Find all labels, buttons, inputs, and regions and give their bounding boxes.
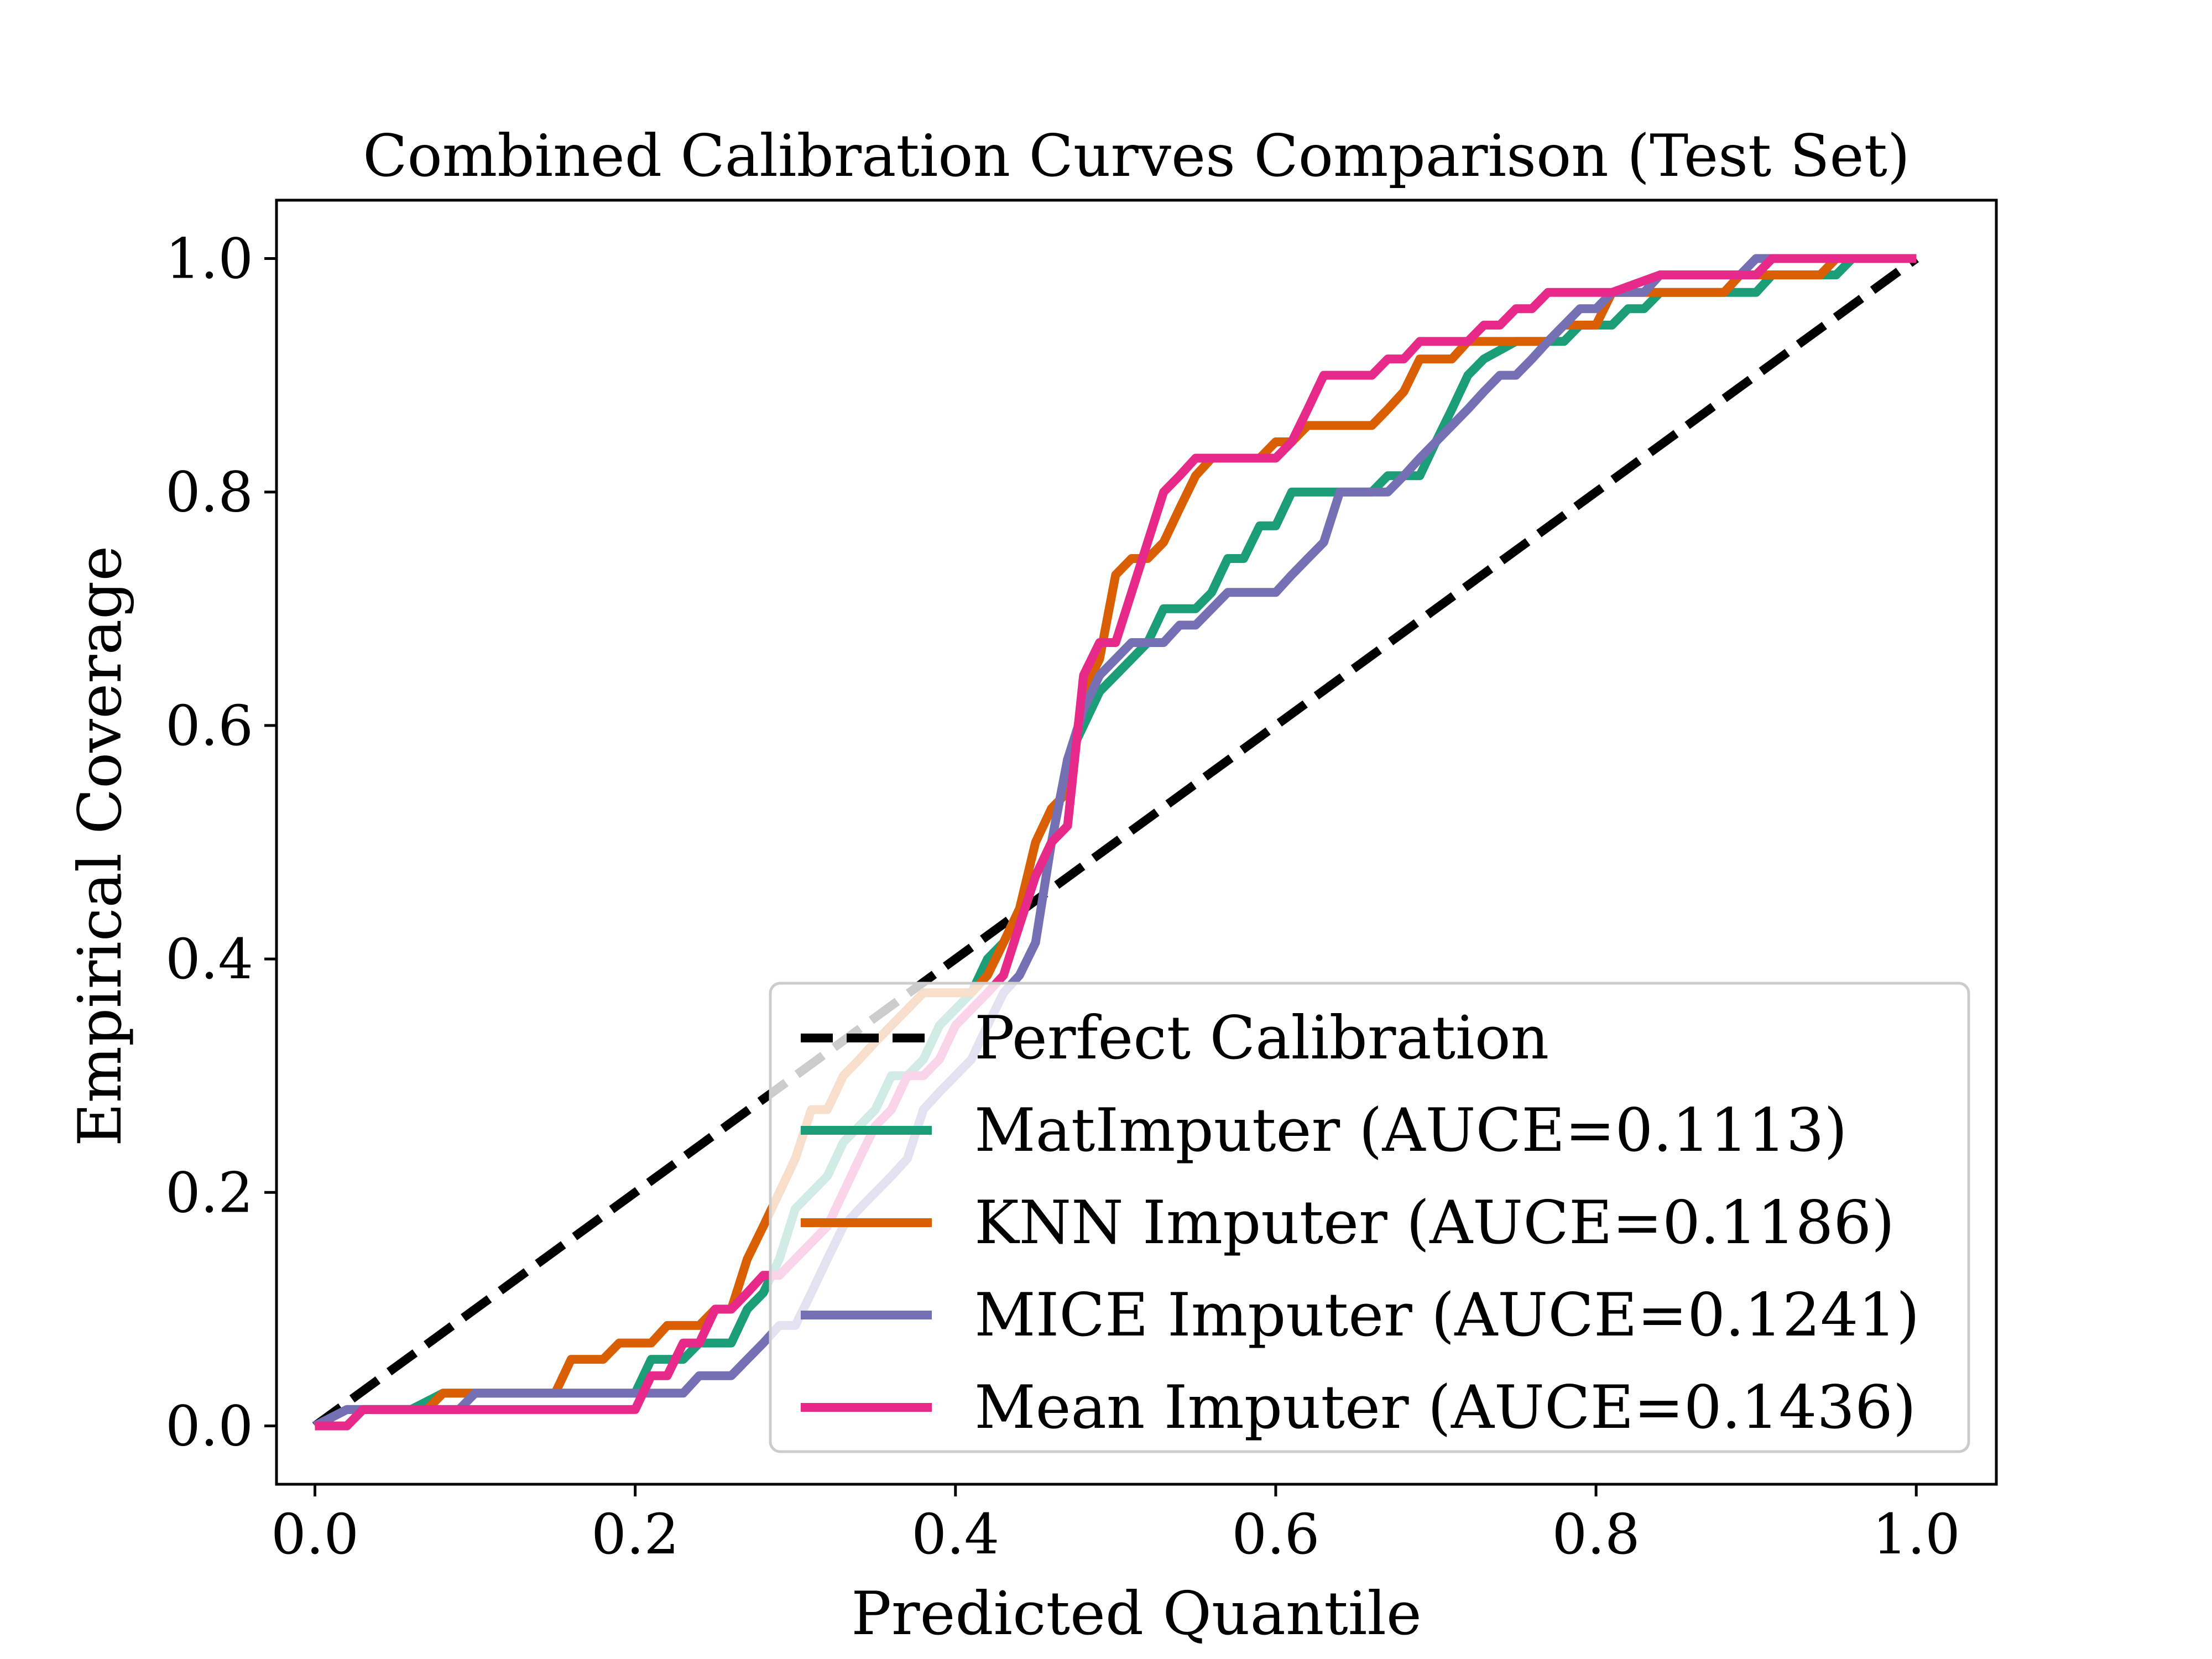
x-tick-label: 0.8 <box>1552 1502 1640 1567</box>
legend-label: KNN Imputer (AUCE=0.1186) <box>974 1188 1895 1258</box>
plot-area-frame <box>275 199 1998 1486</box>
x-tick-label: 0.4 <box>911 1502 999 1567</box>
x-tick-label: 0.2 <box>591 1502 679 1567</box>
chart-title: Combined Calibration Curves Comparison (… <box>363 122 1910 190</box>
x-tick-label: 1.0 <box>1872 1502 1960 1567</box>
y-tick-label: 0.2 <box>165 1160 253 1225</box>
y-axis-ticks: 0.0 0.2 0.4 0.6 0.8 1.0 <box>165 227 276 1458</box>
y-tick-label: 0.8 <box>165 460 253 525</box>
y-tick-label: 1.0 <box>165 227 253 291</box>
series-line-mean <box>315 254 1917 1431</box>
series-line-perfect <box>312 255 1919 1430</box>
y-tick-label: 0.6 <box>165 693 253 758</box>
x-tick-label: 0.0 <box>271 1502 359 1567</box>
legend-label: Perfect Calibration <box>974 1004 1549 1073</box>
x-axis-label: Predicted Quantile <box>851 1579 1422 1648</box>
x-tick-label: 0.6 <box>1232 1502 1319 1567</box>
legend-items: Perfect Calibration MatImputer (AUCE=0.11… <box>801 1004 1919 1442</box>
plot-lines <box>312 254 1919 1431</box>
y-axis-label: Empirical Coverage <box>66 546 135 1147</box>
chart-legend: Perfect Calibration MatImputer (AUCE=0.11… <box>769 982 1970 1453</box>
y-tick-label: 0.0 <box>165 1394 253 1458</box>
legend-label: MICE Imputer (AUCE=0.1241) <box>974 1281 1919 1350</box>
series-line-mice <box>312 254 1917 1430</box>
y-tick-label: 0.4 <box>165 927 253 992</box>
x-axis-ticks: 0.0 0.2 0.4 0.6 0.8 1.0 <box>271 1484 1960 1567</box>
legend-label: Mean Imputer (AUCE=0.1436) <box>974 1373 1916 1442</box>
legend-label: MatImputer (AUCE=0.1113) <box>974 1096 1848 1165</box>
legend-box <box>769 982 1970 1453</box>
